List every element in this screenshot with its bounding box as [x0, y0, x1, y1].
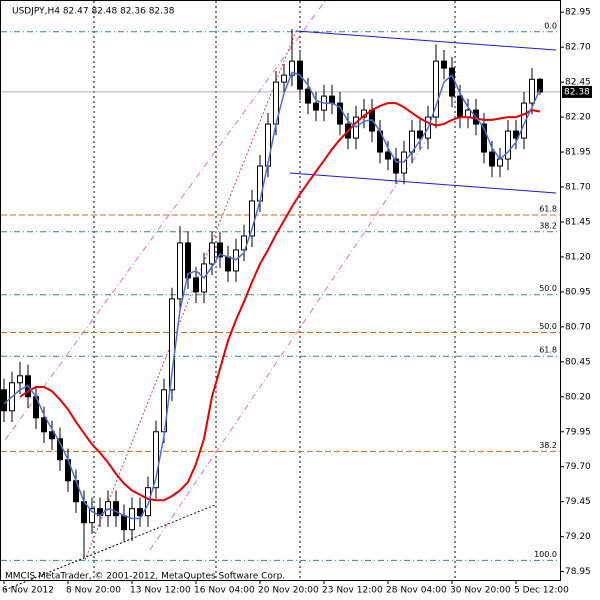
- y-tick-label: 80.45: [565, 357, 591, 367]
- price-label: 82.38: [564, 87, 590, 97]
- candle-body: [225, 256, 231, 272]
- candle-body: [217, 242, 223, 258]
- candle-body: [1, 389, 7, 412]
- candle-body: [313, 102, 319, 111]
- price-box: [562, 85, 592, 98]
- moving-average: [19, 102, 541, 502]
- candle-body: [41, 417, 47, 433]
- candle-body: [513, 130, 519, 139]
- y-tick-label: 79.95: [565, 427, 591, 437]
- candle-body: [457, 95, 463, 118]
- x-tick-label: 23 Nov 12:00: [322, 586, 383, 596]
- y-tick-label: 82.95: [565, 8, 591, 18]
- candle-body: [169, 298, 175, 391]
- x-tick-label: 13 Nov 12:00: [130, 586, 191, 596]
- y-tick-label: 80.70: [565, 322, 591, 332]
- fib-label: 50.0: [539, 284, 557, 293]
- fib-label: 61.8: [539, 346, 557, 355]
- candle-body: [393, 158, 399, 174]
- candle-body: [489, 151, 495, 167]
- fib-label: 50.0: [539, 322, 557, 331]
- x-tick-label: 16 Nov 04:00: [194, 586, 255, 596]
- channel-line: [295, 30, 557, 51]
- candle-body: [505, 130, 511, 160]
- candle-body: [145, 487, 151, 517]
- fib-label: 100.0: [534, 550, 557, 559]
- y-tick-label: 79.70: [565, 462, 591, 472]
- candle-body: [113, 501, 119, 517]
- footer: MMCIS MetaTrader, © 2001-2012, MetaQupte…: [5, 572, 285, 582]
- candle-body: [177, 242, 183, 300]
- candle-body: [193, 277, 199, 293]
- x-tick-label: 8 Nov 20:00: [66, 586, 121, 596]
- y-tick-label: 79.20: [565, 532, 591, 542]
- support-line: [4, 504, 216, 591]
- y-tick-label: 82.45: [565, 78, 591, 88]
- x-tick-label: 6 Nov 2012: [2, 586, 54, 596]
- x-tick-label: 20 Nov 20:00: [258, 586, 319, 596]
- candle-body: [153, 431, 159, 489]
- y-tick-label: 82.70: [565, 43, 591, 53]
- candle-body: [185, 242, 191, 279]
- levels: [1, 31, 560, 561]
- candle-body: [529, 78, 535, 104]
- moving-average: [3, 71, 541, 520]
- fib-label: 38.2: [539, 441, 557, 450]
- fib-label: 61.8: [539, 204, 557, 213]
- y-tick-label: 80.95: [565, 287, 591, 297]
- candle-body: [281, 74, 287, 83]
- y-tick-label: 79.45: [565, 497, 591, 507]
- candle-body: [417, 130, 423, 139]
- candle-body: [241, 235, 247, 251]
- candle-body: [121, 515, 127, 531]
- fib-label: 0.0: [544, 21, 557, 30]
- channel-line: [289, 172, 557, 194]
- candle-body: [17, 375, 23, 384]
- candle-body: [537, 78, 543, 93]
- candle-body: [433, 60, 439, 118]
- drawings: [4, 0, 557, 591]
- y-tick-label: 81.95: [565, 148, 591, 158]
- y-tick-label: 81.70: [565, 183, 591, 193]
- candle-body: [89, 508, 95, 524]
- chart-title: USDJPY,H4 82.47 82.48 82.36 82.38: [12, 7, 175, 17]
- y-tick-label: 81.20: [565, 252, 591, 262]
- y-tick-label: 78.95: [565, 567, 591, 577]
- candle-body: [337, 102, 343, 125]
- candle-body: [465, 109, 471, 118]
- candle-body: [137, 508, 143, 517]
- x-tick-label: 30 Nov 20:00: [450, 586, 511, 596]
- x-tick-label: 5 Dec 12:00: [514, 586, 569, 596]
- candle-body: [521, 102, 527, 139]
- fib-label: 38.2: [539, 221, 557, 230]
- candle-body: [497, 158, 503, 167]
- candle-body: [449, 67, 455, 97]
- y-tick-label: 82.20: [565, 113, 591, 123]
- plot-frame: [0, 0, 561, 581]
- fan-line: [149, 134, 431, 551]
- candle-body: [441, 60, 447, 69]
- trend-line: [84, 30, 297, 561]
- y-tick-label: 81.45: [565, 217, 591, 227]
- candle-body: [305, 88, 311, 104]
- x-tick-label: 28 Nov 04:00: [386, 586, 447, 596]
- candle-body: [49, 431, 55, 440]
- candle-body: [385, 151, 391, 160]
- candle-body: [209, 242, 215, 265]
- candle-body: [289, 60, 295, 76]
- y-tick-label: 80.20: [565, 392, 591, 402]
- candle-body: [329, 95, 335, 104]
- candle-body: [481, 123, 487, 153]
